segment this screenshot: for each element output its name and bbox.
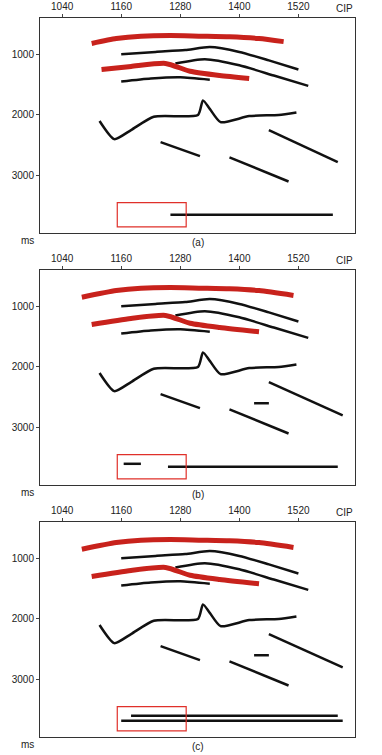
svg-text:1400: 1400: [228, 1, 251, 12]
svg-text:3000: 3000: [12, 674, 35, 685]
svg-text:CIP: CIP: [336, 255, 353, 266]
svg-text:(a): (a): [192, 237, 204, 248]
svg-text:1040: 1040: [51, 505, 74, 516]
svg-text:ms: ms: [21, 487, 34, 498]
svg-text:3000: 3000: [12, 170, 35, 181]
svg-text:CIP: CIP: [336, 507, 353, 518]
svg-text:ms: ms: [21, 739, 34, 750]
svg-text:3000: 3000: [12, 422, 35, 433]
svg-text:2000: 2000: [12, 109, 35, 120]
svg-text:1160: 1160: [110, 505, 132, 516]
svg-text:1000: 1000: [12, 301, 35, 312]
svg-text:1000: 1000: [12, 49, 35, 60]
svg-text:1520: 1520: [287, 505, 310, 516]
svg-text:1400: 1400: [228, 505, 251, 516]
svg-text:1400: 1400: [228, 253, 251, 264]
svg-text:2000: 2000: [12, 613, 35, 624]
svg-text:1040: 1040: [51, 1, 74, 12]
svg-text:1160: 1160: [110, 253, 132, 264]
svg-text:(b): (b): [192, 489, 204, 500]
svg-text:(c): (c): [192, 741, 204, 752]
svg-text:1520: 1520: [287, 253, 310, 264]
svg-text:1160: 1160: [110, 1, 132, 12]
svg-text:1520: 1520: [287, 1, 310, 12]
svg-text:1280: 1280: [169, 505, 192, 516]
svg-text:1280: 1280: [169, 253, 192, 264]
svg-text:1000: 1000: [12, 553, 35, 564]
svg-text:1280: 1280: [169, 1, 192, 12]
svg-text:CIP: CIP: [336, 3, 353, 14]
svg-text:2000: 2000: [12, 361, 35, 372]
svg-text:ms: ms: [21, 235, 34, 246]
svg-text:1040: 1040: [51, 253, 74, 264]
